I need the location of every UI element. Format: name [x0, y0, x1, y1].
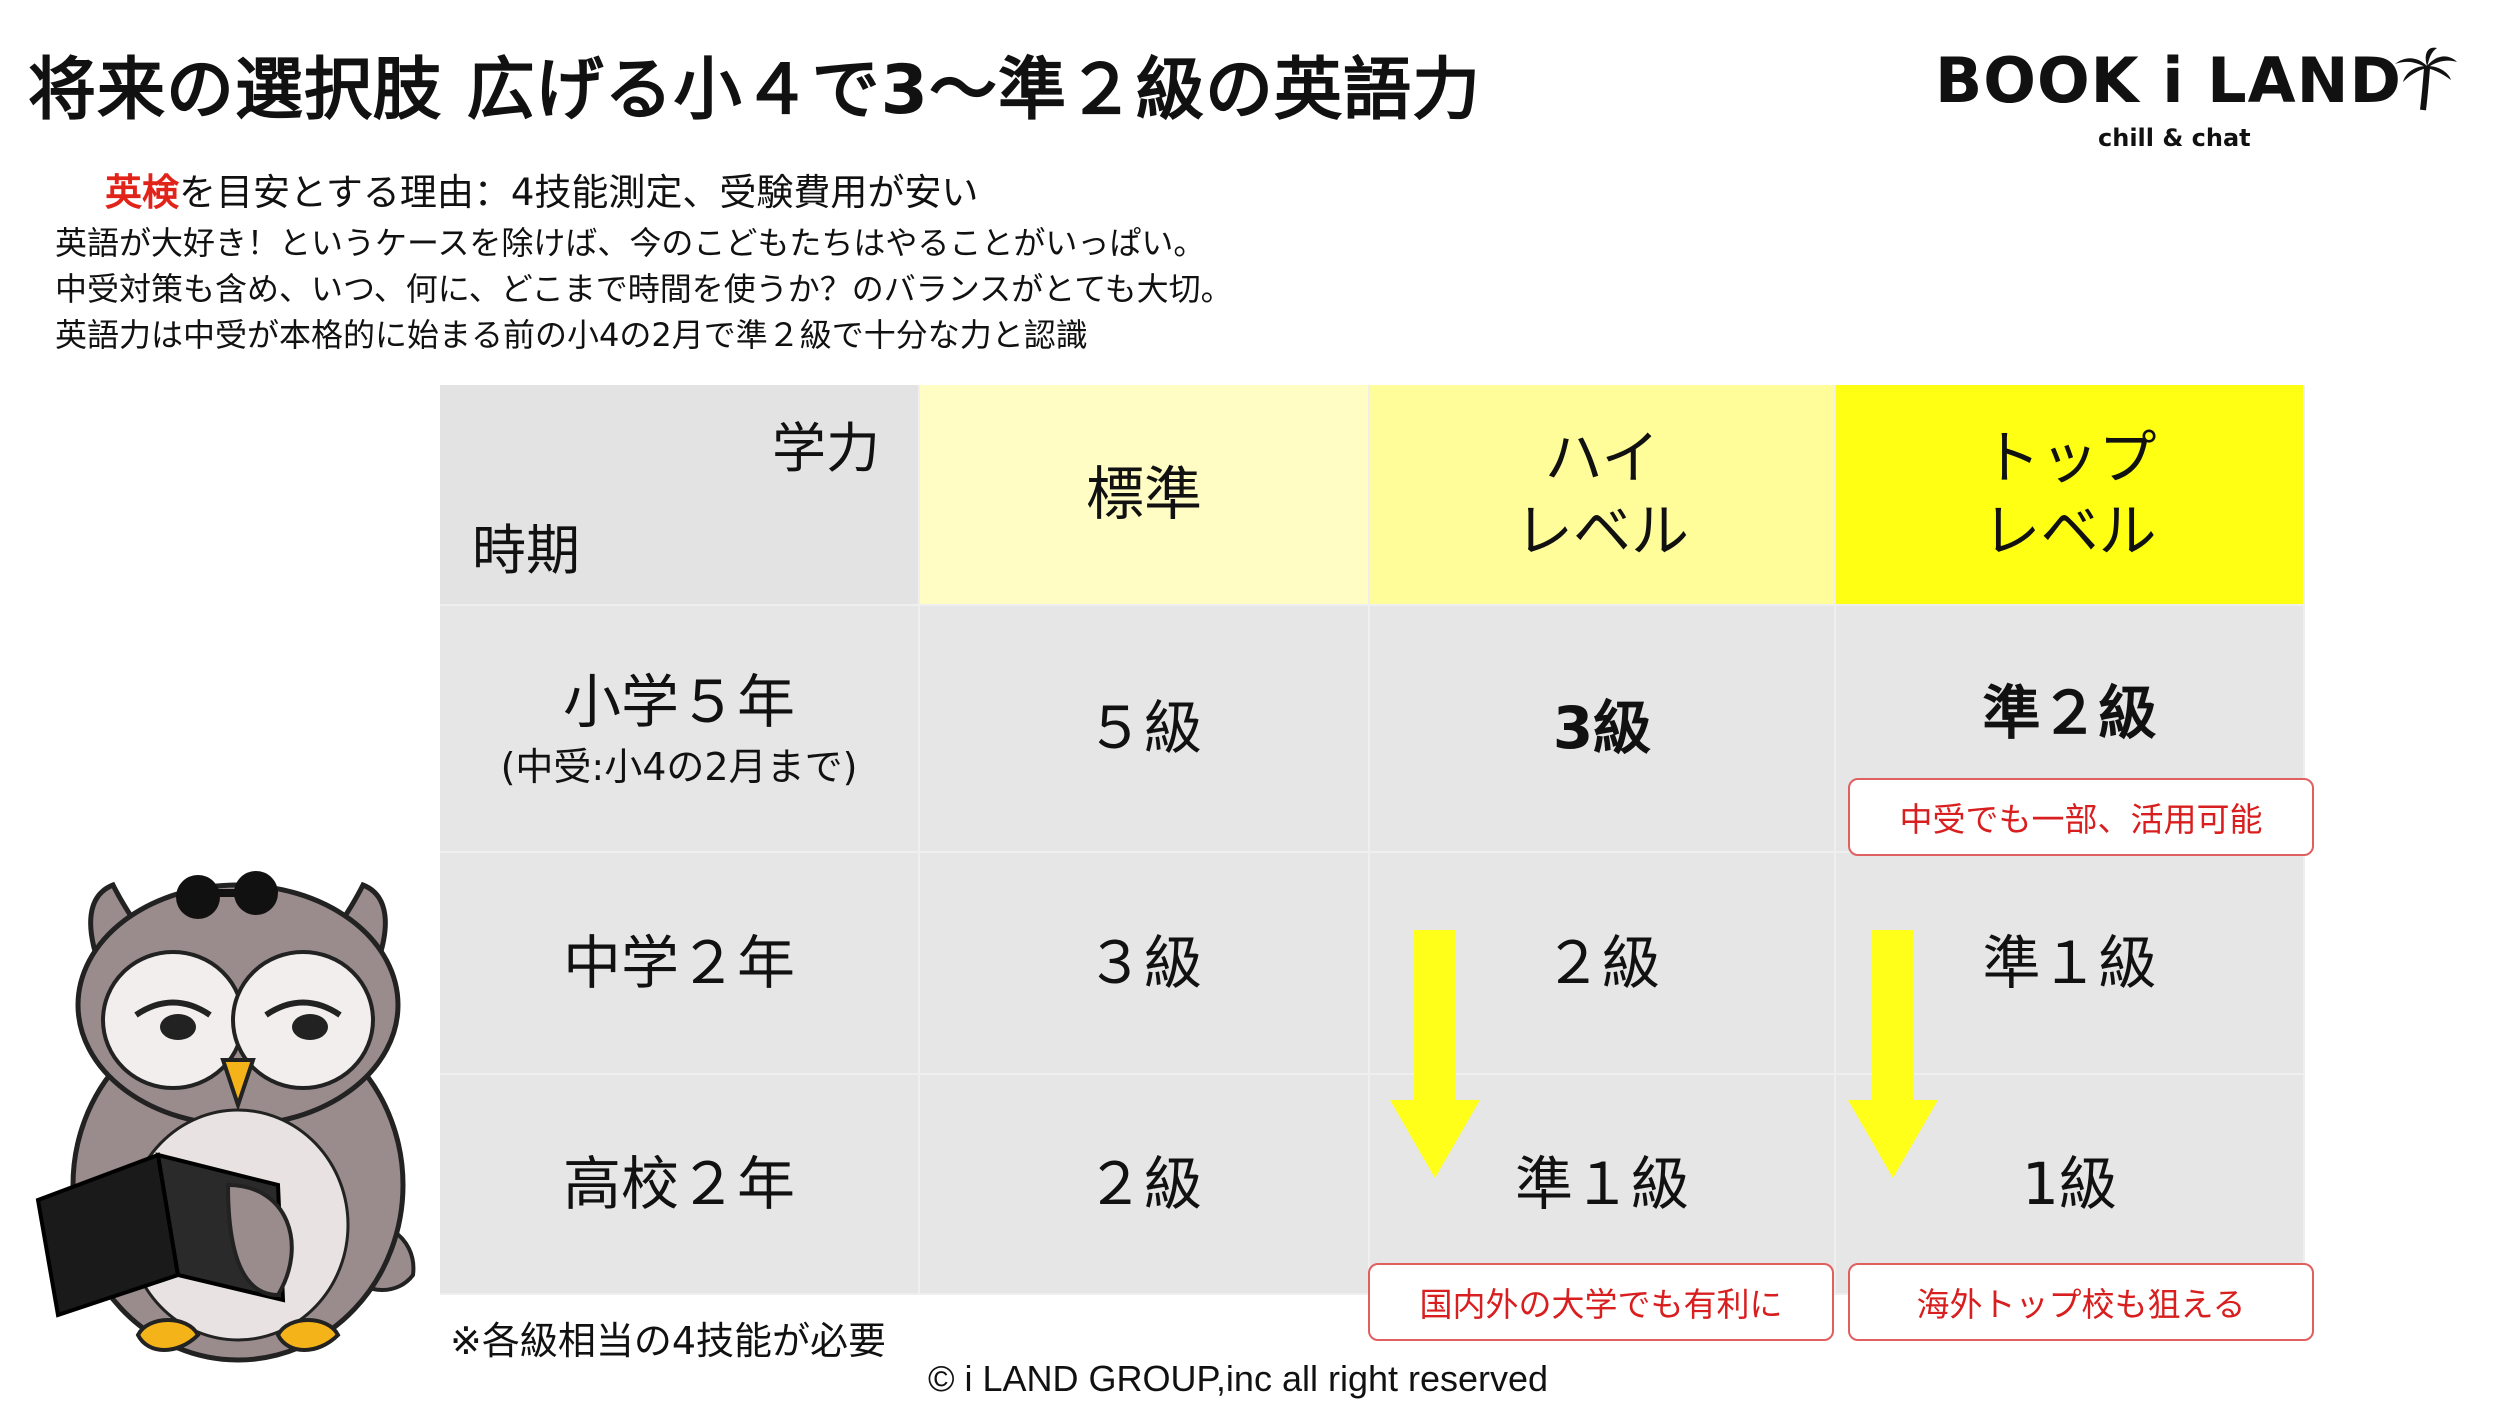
period-sublabel: (中受:小4の2月まで)	[500, 745, 858, 789]
page-title: 将来の選択肢 広げる小４で3～準２級の英語力	[28, 51, 1481, 130]
cell-standard-row2: ３級	[920, 853, 1370, 1075]
corner-label-ability: 学力	[772, 417, 880, 480]
copyright: © i LAND GROUP,inc all right reserved	[928, 1358, 1549, 1399]
note-tag-top-bottom: 海外トップ校も狙える	[1848, 1263, 2314, 1341]
logo-tagline: chill & chat	[2098, 124, 2251, 152]
cell-high-row1: 3級	[1370, 606, 1836, 853]
reason-text: を目安とする理由：4技能測定、受験費用が安い	[179, 171, 979, 214]
row-period-junior2: 中学２年	[440, 853, 920, 1075]
reason-highlight: 英検	[105, 171, 179, 214]
footnote: ※各級相当の4技能が必要	[450, 1319, 887, 1363]
header-top-line2: レベル	[1982, 496, 2157, 565]
header-high-level: ハイ レベル	[1370, 385, 1836, 606]
cell-standard-row1: ５級	[920, 606, 1370, 853]
row-period-elementary5: 小学５年 (中受:小4の2月まで)	[440, 606, 920, 853]
owl-mascot	[35, 871, 416, 1363]
row-period-high2: 高校２年	[440, 1075, 920, 1295]
table-corner: 学力 時期	[440, 385, 920, 606]
header-high-line2: レベル	[1514, 496, 1689, 565]
cell-top-row2: 準１級	[1836, 853, 2305, 1075]
note-tag-high-bottom: 国内外の大学でも有利に	[1368, 1263, 1834, 1341]
note-line-2: 中受対策も含め、いつ、何に、どこまで時間を使うか？のバランスがとても大切。	[55, 270, 1233, 308]
cell-standard-row3: ２級	[920, 1075, 1370, 1295]
header-top-line1: トップ	[1982, 424, 2157, 492]
note-line-3: 英語力は中受が本格的に始まる前の小4の2月で準２級で十分な力と認識	[55, 316, 1088, 354]
note-line-1: 英語が大好き！というケースを除けば、今のこどもたちはやることがいっぱい。	[55, 224, 1206, 262]
header-standard-label: 標準	[1085, 460, 1202, 529]
reason-line: 英検を目安とする理由：4技能測定、受験費用が安い	[105, 162, 978, 216]
brand-logo: BOOK i LAND chill & chat	[1935, 38, 2457, 158]
down-arrow-icon	[1848, 930, 1938, 1178]
logo-text: BOOK i LAND	[1935, 44, 2402, 117]
down-arrow-icon	[1390, 930, 1480, 1178]
note-tag-top-row1: 中受でも一部、活用可能	[1848, 778, 2314, 856]
palm-tree-icon	[2395, 47, 2457, 111]
cell-high-row3: 準１級	[1370, 1075, 1836, 1295]
header-top-level: トップ レベル	[1836, 385, 2305, 606]
header-high-line1: ハイ	[1544, 424, 1660, 492]
corner-label-period: 時期	[472, 519, 580, 582]
level-table: 学力 時期 標準 ハイ レベル トップ レベル 小学５年 (中受:小4の2月まで…	[440, 385, 2305, 1295]
header-standard: 標準	[920, 385, 1370, 606]
period-label: 小学５年	[562, 667, 795, 736]
